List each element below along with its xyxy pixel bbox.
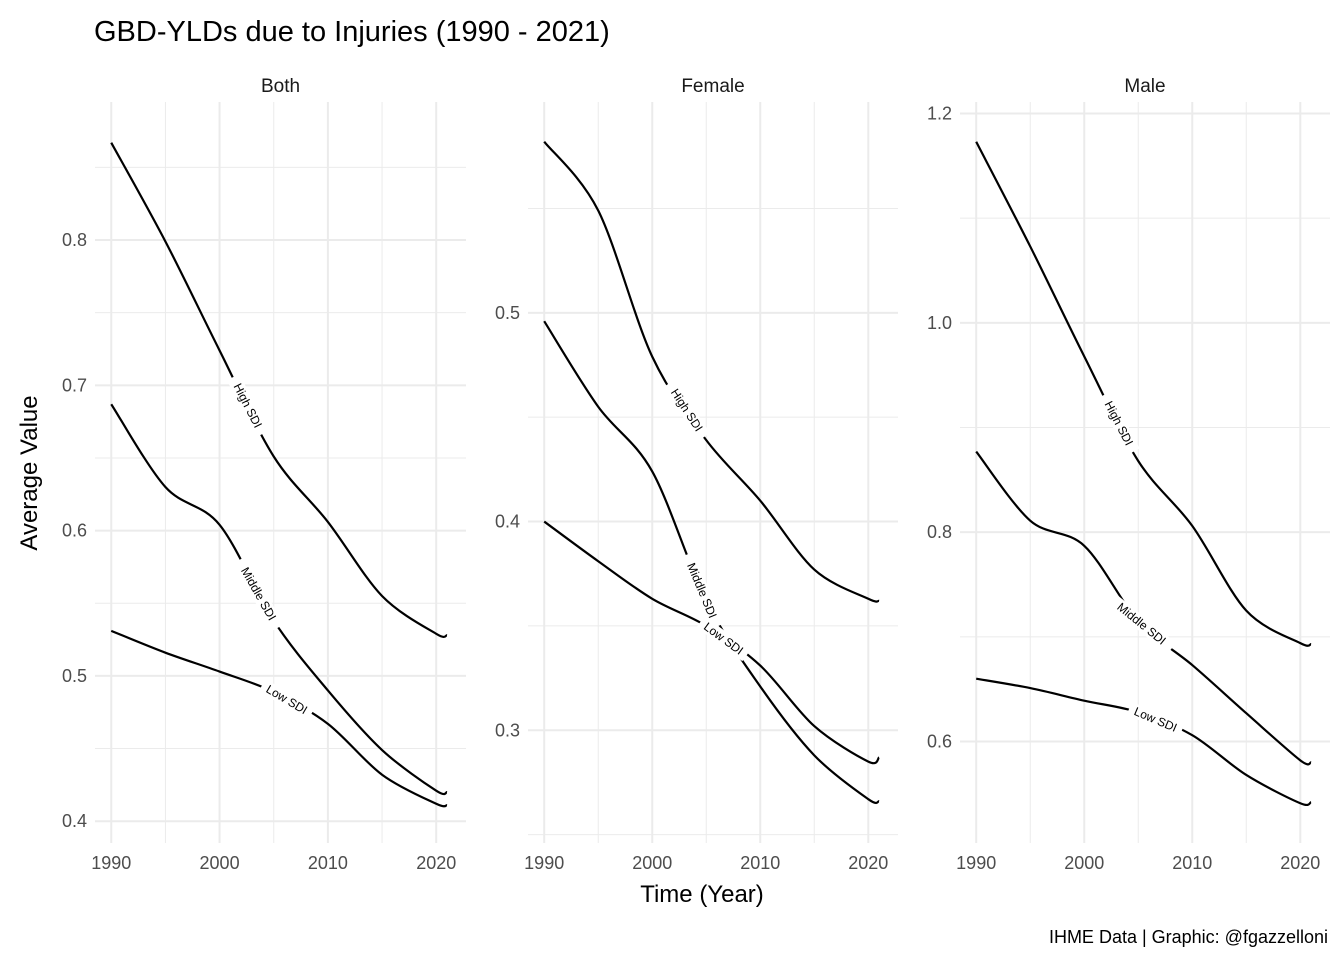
- series-label-group: Low SDI: [1126, 701, 1185, 738]
- series-label-group: Middle SDI: [680, 551, 724, 630]
- label-gap: [233, 556, 284, 632]
- x-tick-label: 2020: [416, 853, 456, 873]
- x-tick-label: 2000: [200, 853, 240, 873]
- label-gap: [1097, 391, 1140, 455]
- label-gap: [663, 379, 711, 441]
- label-gap: [226, 373, 269, 438]
- x-tick-label: 1990: [91, 853, 131, 873]
- panels: Both 0.4 0.5 0.6 0.7 0.8 1990 2000 2010 2020 High …: [62, 76, 1330, 873]
- panel-both: Both 0.4 0.5 0.6 0.7 0.8 1990 2000 2010 2020 High …: [62, 76, 466, 873]
- chart-title: GBD-YLDs due to Injuries (1990 - 2021): [94, 16, 610, 48]
- caption: IHME Data | Graphic: @fgazzelloni: [1049, 927, 1328, 947]
- y-tick-label: 0.4: [62, 811, 87, 831]
- series-label-group: Middle SDI: [1106, 593, 1177, 654]
- y-tick-label: 0.8: [62, 230, 87, 250]
- series-label: Low SDI: [264, 682, 310, 717]
- panel-strip-label: Male: [1124, 76, 1165, 97]
- x-tick-label: 2010: [308, 853, 348, 873]
- series-label: High SDI: [231, 381, 265, 430]
- label-gap: [1126, 701, 1185, 738]
- y-tick-label: 0.8: [927, 522, 952, 542]
- series-label: Low SDI: [701, 620, 746, 658]
- x-tick-label: 2020: [1280, 853, 1320, 873]
- y-tick-label: 1.0: [927, 313, 952, 333]
- series-label: High SDI: [668, 386, 706, 434]
- series-label-group: Low SDI: [258, 679, 315, 721]
- x-tick-label: 2020: [848, 853, 888, 873]
- series-line-high-sdi: [543, 140, 880, 603]
- y-tick-label: 0.4: [495, 512, 520, 532]
- x-tick-label: 1990: [956, 853, 996, 873]
- panel-male: Male 0.6 0.8 1.0 1.2 1990 2000 2010 2020 High SDI…: [927, 76, 1330, 873]
- label-gap: [696, 616, 751, 662]
- y-tick-label: 0.5: [62, 666, 87, 686]
- label-gap: [258, 679, 315, 721]
- panel-female: Female 0.3 0.4 0.5 1990 2000 2010 2020 High SDI M…: [495, 76, 898, 873]
- series-label-group: Low SDI: [696, 616, 751, 662]
- series-label-group: Middle SDI: [233, 556, 284, 632]
- panel-strip-label: Female: [681, 76, 744, 97]
- series-label-group: High SDI: [1097, 391, 1140, 455]
- y-tick-label: 0.5: [495, 303, 520, 323]
- series-line-low-sdi: [110, 629, 448, 808]
- y-axis-title: Average Value: [16, 395, 43, 550]
- x-tick-label: 2010: [1172, 853, 1212, 873]
- series-label: High SDI: [1102, 399, 1136, 448]
- y-tick-label: 0.6: [927, 731, 952, 751]
- y-tick-label: 0.6: [62, 521, 87, 541]
- series-label: Middle SDI: [238, 565, 279, 623]
- series-label: Middle SDI: [684, 561, 720, 621]
- y-tick-label: 0.3: [495, 720, 520, 740]
- series-line-high-sdi: [975, 141, 1312, 647]
- label-gap: [1106, 593, 1177, 654]
- series-label: Middle SDI: [1114, 600, 1168, 648]
- x-tick-label: 1990: [524, 853, 564, 873]
- y-tick-label: 0.7: [62, 375, 87, 395]
- y-tick-label: 1.2: [927, 104, 952, 124]
- series-label-group: High SDI: [663, 379, 711, 441]
- label-gap: [680, 551, 724, 630]
- series-label-group: High SDI: [226, 373, 269, 438]
- x-tick-label: 2010: [740, 853, 780, 873]
- x-tick-label: 2000: [1064, 853, 1104, 873]
- series-line-middle-sdi: [110, 403, 448, 796]
- x-axis-title: Time (Year): [640, 881, 764, 908]
- x-tick-label: 2000: [632, 853, 672, 873]
- series-label: Low SDI: [1132, 704, 1179, 735]
- panel-strip-label: Both: [261, 76, 300, 97]
- series-line-low-sdi: [543, 520, 880, 765]
- series-line-high-sdi: [110, 142, 448, 639]
